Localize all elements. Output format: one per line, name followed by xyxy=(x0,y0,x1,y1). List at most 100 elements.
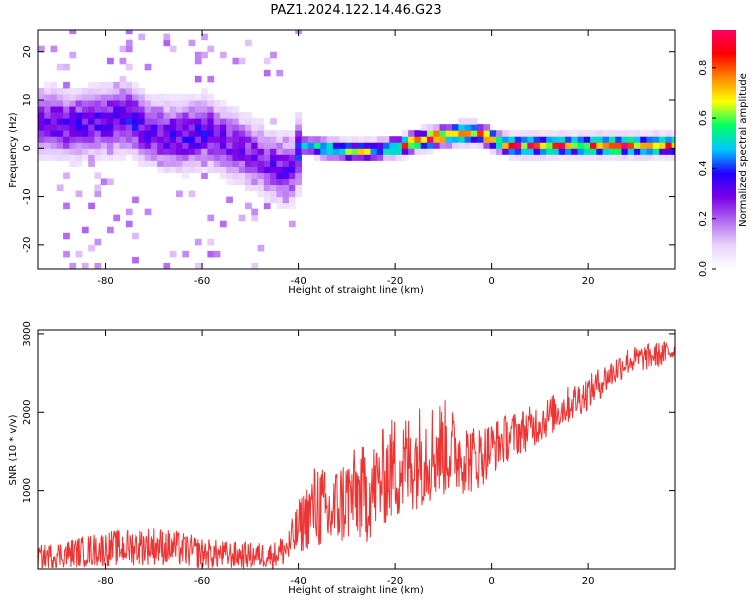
spectrogram-panel: -80 -60 -40 -20 0 20 -20 -10 0 10 20 Height of str… xyxy=(8,29,676,296)
spectrogram-cell xyxy=(495,142,503,149)
spectrogram-cell xyxy=(69,112,77,119)
spectrogram-cell xyxy=(257,142,265,149)
spectrogram-cell xyxy=(276,160,284,167)
spectrogram-cell xyxy=(125,63,133,71)
spectrogram-cell xyxy=(50,148,58,155)
spectrogram-cell xyxy=(665,142,673,149)
spectrogram-cell xyxy=(245,202,252,210)
spectrogram-cell xyxy=(100,136,108,143)
spectrogram-cell xyxy=(132,112,139,119)
spectrogram-cell xyxy=(56,184,64,192)
spectrogram-cell xyxy=(558,130,566,137)
spectrogram-cell xyxy=(163,106,171,113)
spectrogram-cell xyxy=(163,160,171,167)
spectrogram-cell xyxy=(163,154,171,161)
spectrogram-cell xyxy=(251,166,259,173)
spectrogram-cell xyxy=(558,142,566,149)
spectrogram-cell xyxy=(150,118,158,125)
spectrogram-cell xyxy=(176,106,183,113)
spectrogram-cell xyxy=(169,45,177,53)
spectrogram-cell xyxy=(188,100,196,107)
spectrogram-cell xyxy=(596,130,604,137)
spectrogram-cell xyxy=(514,142,522,149)
colorbar: 0.0 0.2 0.4 0.6 0.8 Normalized spectral ampl… xyxy=(698,30,749,277)
spectrogram-cell xyxy=(213,106,221,113)
spectrogram-cell xyxy=(508,154,516,161)
spectrogram-cell xyxy=(596,142,604,149)
spectrogram-cell xyxy=(251,214,259,222)
spectrogram-ticks: -80 -60 -40 -20 0 20 -20 -10 0 10 20 xyxy=(22,30,675,287)
spectrogram-cell xyxy=(433,142,441,149)
spectrogram-cell xyxy=(163,93,171,101)
spectrogram-cell xyxy=(113,148,121,155)
spectrogram-cell xyxy=(38,124,45,131)
spectrogram-cell xyxy=(219,130,227,137)
spectrogram-cell xyxy=(602,142,610,149)
spectrogram-cell xyxy=(282,130,290,137)
spectrogram-cell xyxy=(257,148,265,155)
spectrogram-cell xyxy=(483,142,491,149)
spectrogram-cell xyxy=(345,154,353,161)
spectrogram-cell xyxy=(38,118,45,125)
spectrogram-cell xyxy=(608,148,616,155)
spectrogram-cell xyxy=(119,81,127,89)
spectrogram-cell xyxy=(50,112,58,119)
spectrogram-cell xyxy=(646,154,654,161)
spectrogram-cell xyxy=(270,148,277,155)
spectrogram-cell xyxy=(633,148,641,155)
spectrogram-cell xyxy=(270,196,277,204)
spectrogram-cell xyxy=(627,130,635,137)
spectrogram-cell xyxy=(113,130,121,137)
spectrogram-cell xyxy=(75,142,83,149)
spectrogram-y-tick-label: 10 xyxy=(22,94,33,107)
spectrogram-cell xyxy=(251,142,259,149)
spectrogram-cell xyxy=(107,142,114,149)
spectrogram-cell xyxy=(81,87,89,95)
spectrogram-cell xyxy=(56,106,64,113)
spectrogram-cell xyxy=(288,136,296,143)
spectrogram-cell xyxy=(94,190,102,198)
spectrogram-cell xyxy=(564,154,572,161)
spectrogram-x-tick-label: -20 xyxy=(387,276,403,287)
spectrogram-cell xyxy=(301,136,309,143)
spectrogram-cell xyxy=(132,118,139,125)
spectrogram-cell xyxy=(621,154,629,161)
spectrogram-cell xyxy=(144,148,152,155)
spectrogram-cell xyxy=(458,130,466,137)
spectrogram-cell xyxy=(213,112,221,119)
spectrogram-cell xyxy=(226,124,233,131)
spectrogram-cell xyxy=(182,106,190,113)
spectrogram-cell xyxy=(150,160,158,167)
spectrogram-cell xyxy=(326,136,334,143)
spectrogram-cell xyxy=(577,154,585,161)
spectrogram-cell xyxy=(652,130,660,137)
spectrogram-cell xyxy=(420,142,428,149)
spectrogram-cell xyxy=(226,112,233,119)
spectrogram-cell xyxy=(188,160,196,167)
spectrogram-cell xyxy=(94,100,102,107)
spectrogram-cell xyxy=(263,142,271,149)
spectrogram-cell xyxy=(276,202,284,210)
spectrogram-cell xyxy=(44,93,52,101)
spectrogram-cell xyxy=(69,160,77,167)
spectrogram-cell xyxy=(194,112,202,119)
spectrogram-cell xyxy=(88,81,95,89)
spectrogram-cell xyxy=(257,184,265,192)
spectrogram-cell xyxy=(163,142,171,149)
spectrogram-cell xyxy=(194,160,202,167)
spectrogram-cell xyxy=(69,87,77,95)
spectrogram-cell xyxy=(270,178,277,186)
spectrogram-cell xyxy=(125,130,133,137)
spectrogram-cell xyxy=(107,106,114,113)
spectrogram-cell xyxy=(608,154,616,161)
spectrogram-cell xyxy=(88,154,95,161)
spectrogram-cell xyxy=(182,142,190,149)
spectrogram-cell xyxy=(69,148,77,155)
spectrogram-cell xyxy=(458,142,466,149)
spectrogram-cell xyxy=(125,118,133,125)
spectrogram-cell xyxy=(452,142,459,149)
spectrogram-cell xyxy=(521,142,528,149)
spectrogram-cell xyxy=(539,136,547,143)
spectrogram-cell xyxy=(376,148,384,155)
spectrogram-cell xyxy=(282,190,290,198)
